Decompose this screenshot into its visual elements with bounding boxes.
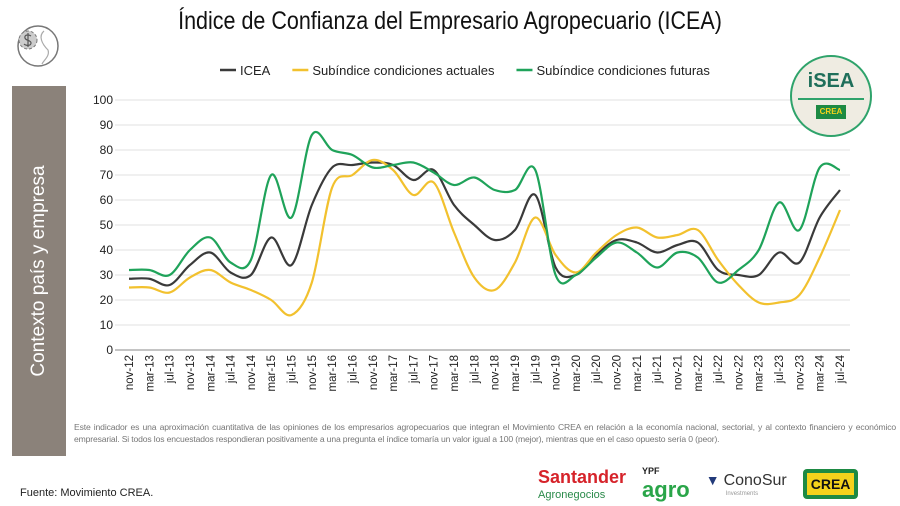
y-tick-label: 10	[100, 318, 114, 332]
isea-logo-text: iSEA	[807, 70, 855, 92]
y-tick-label: 80	[100, 143, 114, 157]
santander-logo: Santander Agronegocios	[538, 466, 626, 502]
methodology-note: Este indicador es una aproximación cuant…	[74, 422, 896, 444]
x-tick-label: jul-16	[347, 355, 359, 384]
x-tick-label: nov-14	[246, 354, 258, 390]
x-tick-label: nov-16	[368, 355, 380, 390]
y-tick-label: 0	[106, 343, 113, 357]
x-tick-label: mar-17	[388, 355, 400, 391]
globe-dollar-icon	[17, 25, 59, 67]
legend-label: Subíndice condiciones futuras	[536, 63, 710, 78]
santander-sub: Agronegocios	[538, 489, 606, 501]
x-tick-label: jul-22	[713, 355, 725, 384]
x-tick-label: nov-12	[124, 355, 136, 390]
x-tick-label: mar-19	[510, 355, 522, 391]
series-line-1	[128, 158, 842, 317]
x-tick-label: nov-20	[612, 355, 624, 390]
x-tick-label: nov-17	[429, 355, 441, 390]
x-tick-label: mar-22	[693, 355, 705, 391]
y-tick-label: 40	[100, 243, 114, 257]
crea-mini-logo: CREA	[816, 105, 846, 119]
x-tick-label: mar-23	[754, 355, 766, 391]
conosur-logo: ▼ ConoSur Investments	[706, 471, 787, 498]
side-label-panel: Contexto país y empresa	[12, 86, 66, 456]
ypf-top: YPF	[642, 465, 660, 476]
conosur-triangle-icon: ▼	[705, 472, 720, 488]
series-line-2	[128, 131, 841, 285]
x-tick-label: jul-14	[226, 354, 238, 384]
x-tick-label: jul-24	[835, 354, 847, 384]
y-tick-label: 70	[100, 168, 114, 182]
y-tick-label: 20	[100, 293, 114, 307]
ypf-name: agro	[642, 476, 690, 502]
legend-label: ICEA	[240, 63, 271, 78]
divider	[798, 98, 864, 100]
x-tick-label: jul-13	[165, 355, 177, 384]
x-tick-label: jul-20	[591, 355, 603, 384]
source-note: Fuente: Movimiento CREA.	[20, 487, 154, 499]
crea-logo: CREA	[802, 469, 859, 499]
x-tick-label: nov-15	[307, 355, 319, 390]
x-tick-label: mar-15	[266, 355, 278, 391]
x-tick-label: mar-14	[205, 354, 217, 391]
isea-logo: iSEA CREA	[790, 55, 872, 137]
x-tick-label: jul-23	[774, 355, 786, 384]
x-tick-label: nov-19	[551, 355, 563, 390]
x-tick-label: nov-13	[185, 355, 197, 390]
x-tick-label: mar-24	[815, 354, 827, 391]
ypf-agro-logo: YPF agro	[642, 466, 690, 503]
x-tick-label: mar-20	[571, 355, 583, 391]
crea-name: CREA	[806, 473, 855, 495]
y-tick-label: 90	[100, 118, 114, 132]
x-tick-label: jul-15	[287, 355, 299, 384]
y-tick-label: 30	[100, 268, 114, 282]
x-tick-label: jul-18	[469, 355, 481, 384]
x-tick-label: nov-18	[490, 355, 502, 390]
x-tick-label: mar-13	[144, 355, 156, 391]
sponsor-logos: Santander Agronegocios YPF agro ▼ ConoSu…	[538, 464, 859, 504]
x-tick-label: mar-21	[632, 355, 644, 391]
legend-label: Subíndice condiciones actuales	[312, 63, 495, 78]
conosur-name: ConoSur	[723, 471, 787, 489]
x-tick-label: jul-21	[652, 355, 664, 384]
x-tick-label: nov-22	[733, 355, 745, 390]
line-chart: 0 10 20 30 40 50 60 70 80 90 100 nov-12 mar-13 jul-13…	[93, 63, 850, 391]
x-tick-label: mar-16	[327, 355, 339, 391]
conosur-sub: Investments	[725, 490, 759, 497]
x-tick-label: jul-19	[530, 355, 542, 384]
chart-title: Índice de Confianza del Empresario Agrop…	[178, 7, 722, 35]
santander-name: Santander	[538, 467, 627, 487]
x-tick-label: nov-23	[794, 355, 806, 390]
y-tick-label: 60	[100, 193, 114, 207]
x-tick-label: mar-18	[449, 355, 461, 391]
y-tick-label: 50	[100, 218, 114, 232]
y-tick-label: 100	[93, 93, 113, 107]
x-tick-label: jul-17	[408, 355, 420, 384]
series-line-0	[128, 161, 841, 287]
x-tick-label: nov-21	[672, 355, 684, 390]
